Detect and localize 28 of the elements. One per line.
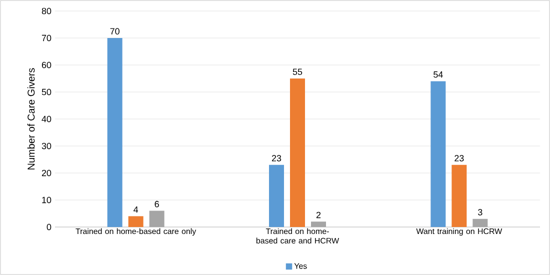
y-tick-label: 0 — [46, 224, 52, 230]
data-label: 23 — [272, 155, 282, 162]
y-tick-label: 40 — [42, 116, 52, 122]
bar — [149, 210, 164, 227]
y-tick-label: 70 — [42, 34, 52, 42]
data-label: 6 — [154, 200, 159, 208]
bar — [269, 164, 284, 227]
y-tick-label: 30 — [42, 142, 52, 150]
bar — [472, 218, 488, 227]
bar — [107, 38, 122, 227]
data-label: 2 — [316, 212, 321, 218]
y-tick-label: 20 — [42, 170, 52, 176]
data-label: 4 — [134, 206, 138, 213]
data-label: 23 — [454, 155, 464, 162]
bar — [128, 216, 144, 227]
bar — [430, 81, 446, 227]
y-axis-title: Number of Care Givers — [27, 68, 35, 170]
bar — [290, 78, 305, 227]
data-label: 55 — [292, 68, 302, 75]
data-label: 54 — [434, 71, 443, 78]
y-tick-label: 50 — [42, 88, 52, 96]
bar — [311, 222, 326, 227]
y-tick-label: 10 — [42, 196, 52, 204]
bar — [452, 164, 467, 227]
y-tick-label: 60 — [42, 62, 52, 68]
data-label: 3 — [478, 209, 482, 216]
y-tick-label: 80 — [42, 8, 52, 14]
data-label: 70 — [110, 28, 120, 34]
